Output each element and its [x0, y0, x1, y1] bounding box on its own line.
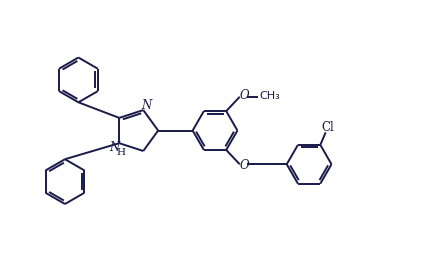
Text: N: N	[141, 99, 151, 112]
Text: O: O	[239, 159, 249, 172]
Text: O: O	[239, 89, 249, 102]
Text: N: N	[109, 141, 119, 154]
Text: CH₃: CH₃	[260, 91, 280, 101]
Text: H: H	[116, 148, 125, 157]
Text: Cl: Cl	[321, 121, 334, 134]
